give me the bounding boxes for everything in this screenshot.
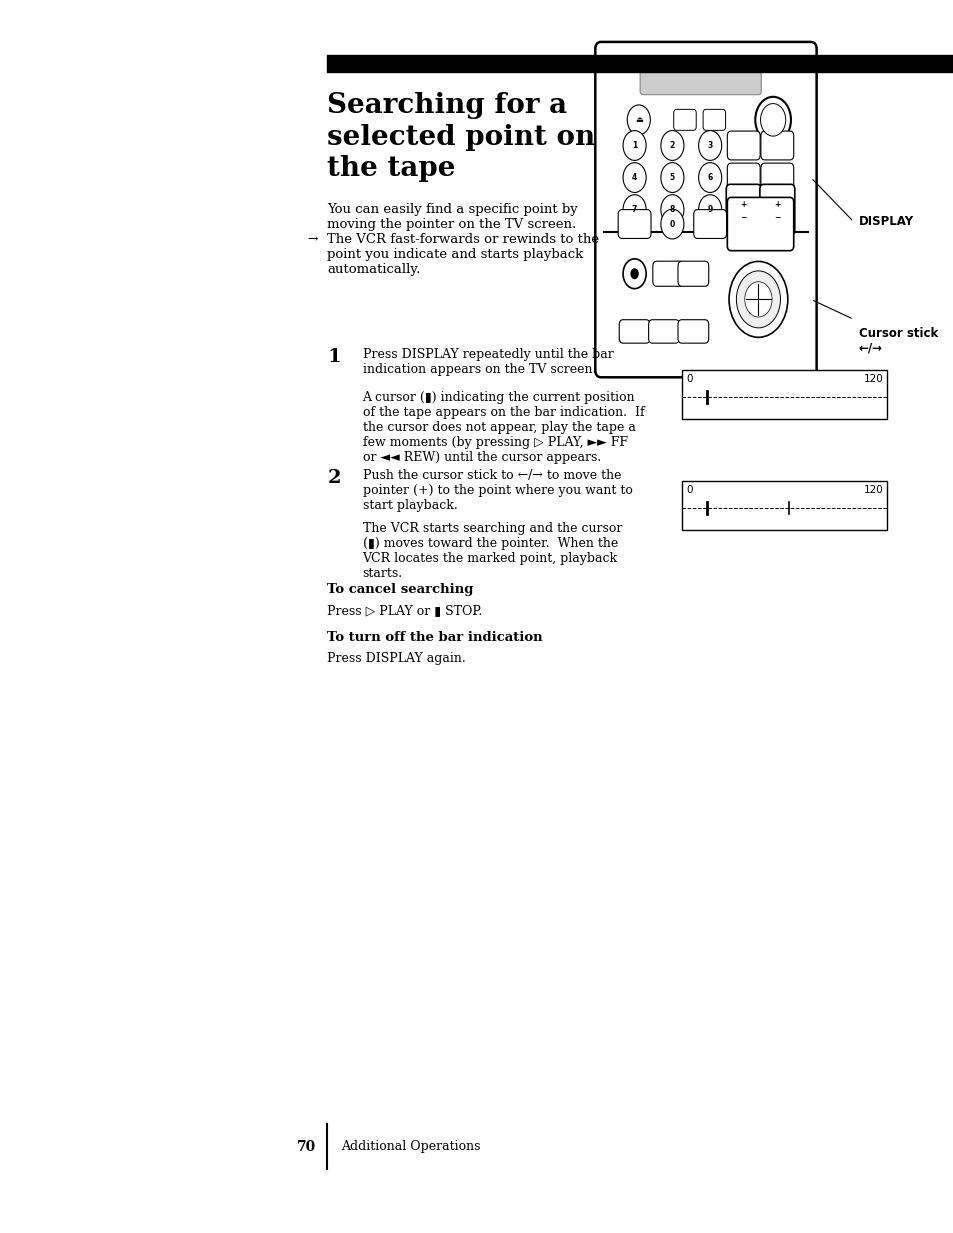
FancyBboxPatch shape — [760, 131, 793, 160]
FancyBboxPatch shape — [726, 131, 760, 160]
Circle shape — [744, 281, 771, 317]
FancyBboxPatch shape — [678, 319, 708, 343]
FancyBboxPatch shape — [618, 319, 649, 343]
Text: 2: 2 — [669, 141, 675, 150]
FancyBboxPatch shape — [702, 110, 725, 131]
Text: 120: 120 — [862, 485, 882, 494]
Circle shape — [660, 210, 683, 239]
FancyBboxPatch shape — [595, 42, 816, 377]
Circle shape — [728, 261, 787, 338]
Text: Press DISPLAY repeatedly until the bar
indication appears on the TV screen.: Press DISPLAY repeatedly until the bar i… — [362, 348, 613, 376]
FancyBboxPatch shape — [725, 184, 760, 234]
FancyBboxPatch shape — [693, 210, 726, 238]
Text: 3: 3 — [707, 141, 712, 150]
Text: 1: 1 — [327, 348, 340, 366]
Circle shape — [698, 131, 721, 160]
FancyBboxPatch shape — [652, 261, 682, 286]
Text: 0: 0 — [685, 374, 692, 383]
Bar — [681, 370, 886, 419]
Text: To cancel searching: To cancel searching — [327, 583, 473, 597]
Text: A cursor (▮) indicating the current position
of the tape appears on the bar indi: A cursor (▮) indicating the current posi… — [362, 391, 643, 464]
Bar — [681, 481, 886, 530]
Text: +: + — [740, 200, 746, 208]
Text: 70: 70 — [296, 1139, 315, 1154]
Text: 5: 5 — [669, 173, 674, 182]
Circle shape — [698, 163, 721, 192]
Text: You can easily find a specific point by
moving the pointer on the TV screen.
The: You can easily find a specific point by … — [327, 203, 598, 276]
Text: 0: 0 — [685, 485, 692, 494]
FancyBboxPatch shape — [678, 261, 708, 286]
Text: 9: 9 — [707, 205, 712, 215]
Text: Additional Operations: Additional Operations — [341, 1141, 480, 1153]
Text: Cursor stick
←/→: Cursor stick ←/→ — [858, 327, 937, 355]
Circle shape — [660, 195, 683, 224]
Text: 120: 120 — [862, 374, 882, 383]
Circle shape — [755, 97, 790, 143]
Circle shape — [622, 195, 645, 224]
Circle shape — [698, 195, 721, 224]
Text: −: − — [740, 213, 746, 222]
Text: 0: 0 — [669, 219, 675, 228]
Text: Searching for a
selected point on
the tape: Searching for a selected point on the ta… — [327, 92, 595, 182]
FancyBboxPatch shape — [759, 184, 794, 234]
FancyBboxPatch shape — [618, 210, 650, 238]
Text: Push the cursor stick to ←/→ to move the
pointer (+) to the point where you want: Push the cursor stick to ←/→ to move the… — [362, 469, 632, 512]
Circle shape — [660, 163, 683, 192]
Circle shape — [622, 259, 645, 289]
Circle shape — [626, 105, 650, 134]
Text: Press ▷ PLAY or ▮ STOP.: Press ▷ PLAY or ▮ STOP. — [327, 604, 482, 618]
FancyBboxPatch shape — [673, 110, 696, 131]
Circle shape — [622, 163, 645, 192]
Text: The VCR starts searching and the cursor
(▮) moves toward the pointer.  When the
: The VCR starts searching and the cursor … — [362, 522, 621, 580]
FancyBboxPatch shape — [726, 197, 793, 250]
Circle shape — [660, 131, 683, 160]
Circle shape — [630, 269, 639, 279]
Bar — [327, 55, 952, 72]
Circle shape — [622, 131, 645, 160]
Text: 7: 7 — [631, 205, 637, 215]
Text: Press DISPLAY again.: Press DISPLAY again. — [327, 652, 465, 666]
Text: 2: 2 — [327, 469, 340, 487]
Text: 8: 8 — [669, 205, 675, 215]
Text: +: + — [774, 200, 780, 208]
FancyBboxPatch shape — [726, 163, 760, 192]
Text: 4: 4 — [631, 173, 637, 182]
Text: To turn off the bar indication: To turn off the bar indication — [327, 631, 542, 645]
Text: −: − — [773, 213, 780, 222]
FancyBboxPatch shape — [639, 58, 760, 95]
Text: 1: 1 — [631, 141, 637, 150]
FancyBboxPatch shape — [760, 163, 793, 192]
FancyBboxPatch shape — [648, 319, 679, 343]
Text: →: → — [307, 233, 318, 245]
Circle shape — [736, 271, 780, 328]
Text: DISPLAY: DISPLAY — [858, 216, 913, 228]
Text: 6: 6 — [707, 173, 712, 182]
Circle shape — [760, 104, 785, 136]
Text: ⏏: ⏏ — [634, 116, 642, 125]
